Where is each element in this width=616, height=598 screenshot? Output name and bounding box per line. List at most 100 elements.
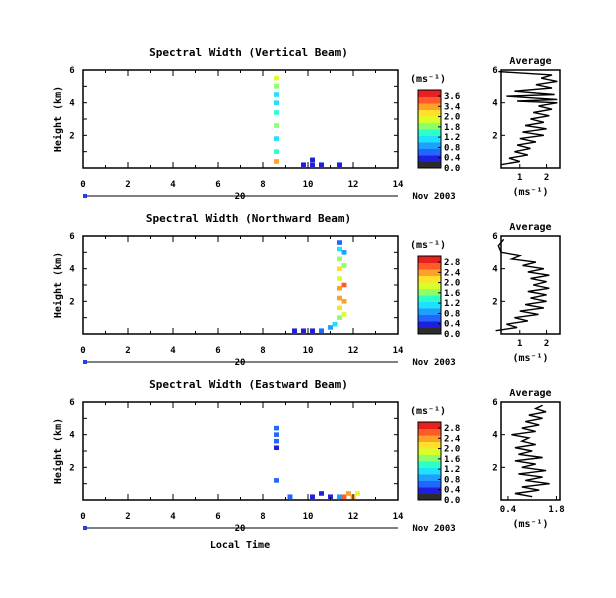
data-cell [274, 425, 279, 431]
data-cell [274, 159, 279, 164]
colorbar-tick-label: 1.2 [444, 133, 460, 143]
colorbar-frame [417, 89, 442, 169]
colorbar-tick-label: 0.0 [444, 330, 460, 340]
data-cell [355, 491, 360, 496]
data-cell [332, 321, 338, 327]
data-cell [337, 295, 342, 301]
data-cell [274, 84, 279, 89]
data-cell [337, 285, 342, 291]
colorbar-segment [418, 269, 441, 276]
average-x-tick-label: 1.8 [548, 505, 564, 515]
colorbar-segment [418, 262, 441, 270]
colorbar-tick-label: 1.2 [444, 465, 460, 475]
colorbar-segment [418, 122, 441, 130]
plot-frame [82, 69, 399, 169]
colorbar-tick-label: 0.0 [444, 496, 460, 506]
data-cell [337, 162, 342, 168]
data-cell [337, 276, 342, 281]
colorbar-segment [418, 487, 441, 494]
colorbar-segment [418, 116, 441, 123]
colorbar-segment [418, 461, 441, 468]
colorbar-tick-label: 0.4 [444, 154, 461, 164]
colorbar-tick-label: 2.8 [444, 258, 460, 268]
data-cell [274, 75, 279, 81]
data-cell [310, 162, 315, 168]
data-cell [274, 110, 279, 115]
colorbar-tick-label: 0.8 [444, 143, 460, 153]
data-cell [328, 494, 333, 500]
average-y-tick-label: 4 [492, 99, 498, 109]
panel-3: Spectral Width (Eastward Beam) Height (km… [52, 378, 565, 534]
average-y-tick-label: 2 [492, 131, 497, 141]
average-frame [500, 69, 561, 169]
y-tick-label: 2 [69, 131, 74, 141]
date-label: Nov 2003 [412, 358, 455, 368]
data-cell [341, 250, 347, 255]
average-profile-line [498, 70, 558, 166]
colorbar-tick-label: 0.8 [444, 475, 460, 485]
colorbar-tick-label: 2.0 [444, 279, 460, 289]
colorbar-segment [418, 256, 441, 263]
x-tick-label: 4 [170, 346, 176, 356]
data-cell [274, 123, 279, 128]
average-y-tick-label: 6 [492, 232, 497, 242]
colorbar-tick-label: 3.4 [444, 102, 461, 112]
date-label: Nov 2003 [412, 192, 455, 202]
colorbar-tick-label: 0.8 [444, 309, 460, 319]
colorbar-segment [418, 493, 441, 501]
average-y-tick-label: 6 [492, 66, 497, 76]
colorbar-tick-label: 0.4 [444, 486, 461, 496]
average-title: Average [509, 388, 551, 399]
x-tick-label: 10 [303, 180, 314, 190]
average-x-label: (ms⁻¹) [512, 187, 548, 198]
colorbar-segment [418, 474, 441, 481]
colorbar-tick-label: 2.4 [444, 434, 461, 444]
average-y-tick-label: 4 [492, 431, 498, 441]
data-cell [274, 149, 279, 154]
chart-title: Spectral Width (Vertical Beam) [149, 46, 348, 59]
average-x-tick-label: 1 [517, 339, 522, 349]
average-y-tick-label: 2 [492, 463, 497, 473]
colorbar-segment [418, 454, 441, 462]
unit-label: (ms⁻¹) [410, 406, 446, 417]
colorbar-segment [418, 327, 441, 335]
x-tick-label: 4 [170, 512, 176, 522]
y-axis-label: Height (km) [52, 418, 64, 484]
colorbar-segment [418, 282, 441, 289]
data-cell [319, 162, 324, 168]
y-tick-label: 4 [69, 265, 75, 275]
day-axis-marker [83, 360, 87, 364]
data-cell [301, 162, 306, 168]
average-frame [500, 235, 561, 335]
data-cell [346, 491, 351, 496]
day-label: 20 [235, 358, 246, 368]
chart-title: Spectral Width (Northward Beam) [146, 212, 351, 225]
chart-title: Spectral Width (Eastward Beam) [149, 378, 348, 391]
data-cell [274, 432, 279, 437]
day-label: 20 [235, 524, 246, 534]
colorbar-tick-label: 0.4 [444, 320, 461, 330]
data-cell [319, 491, 324, 496]
colorbar-segment [418, 301, 441, 309]
colorbar-segment [418, 129, 441, 136]
x-tick-label: 6 [215, 180, 220, 190]
colorbar-segment [418, 448, 441, 455]
x-tick-label: 10 [303, 346, 314, 356]
colorbar-segment [418, 314, 441, 322]
colorbar-tick-label: 3.6 [444, 92, 460, 102]
x-tick-label: 4 [170, 180, 176, 190]
colorbar-segment [418, 109, 441, 117]
date-label: Nov 2003 [412, 524, 455, 534]
data-cell [341, 299, 347, 304]
colorbar-segment [418, 288, 441, 296]
panel-1: Spectral Width (Vertical Beam) Height (km… [52, 46, 561, 202]
colorbar-tick-label: 2.4 [444, 268, 461, 278]
x-tick-label: 2 [125, 346, 130, 356]
colorbar-tick-label: 1.8 [444, 123, 460, 133]
y-tick-label: 6 [69, 66, 74, 76]
day-axis-marker [83, 194, 87, 198]
x-tick-label: 6 [215, 512, 220, 522]
average-title: Average [509, 222, 551, 233]
x-tick-label: 2 [125, 180, 130, 190]
